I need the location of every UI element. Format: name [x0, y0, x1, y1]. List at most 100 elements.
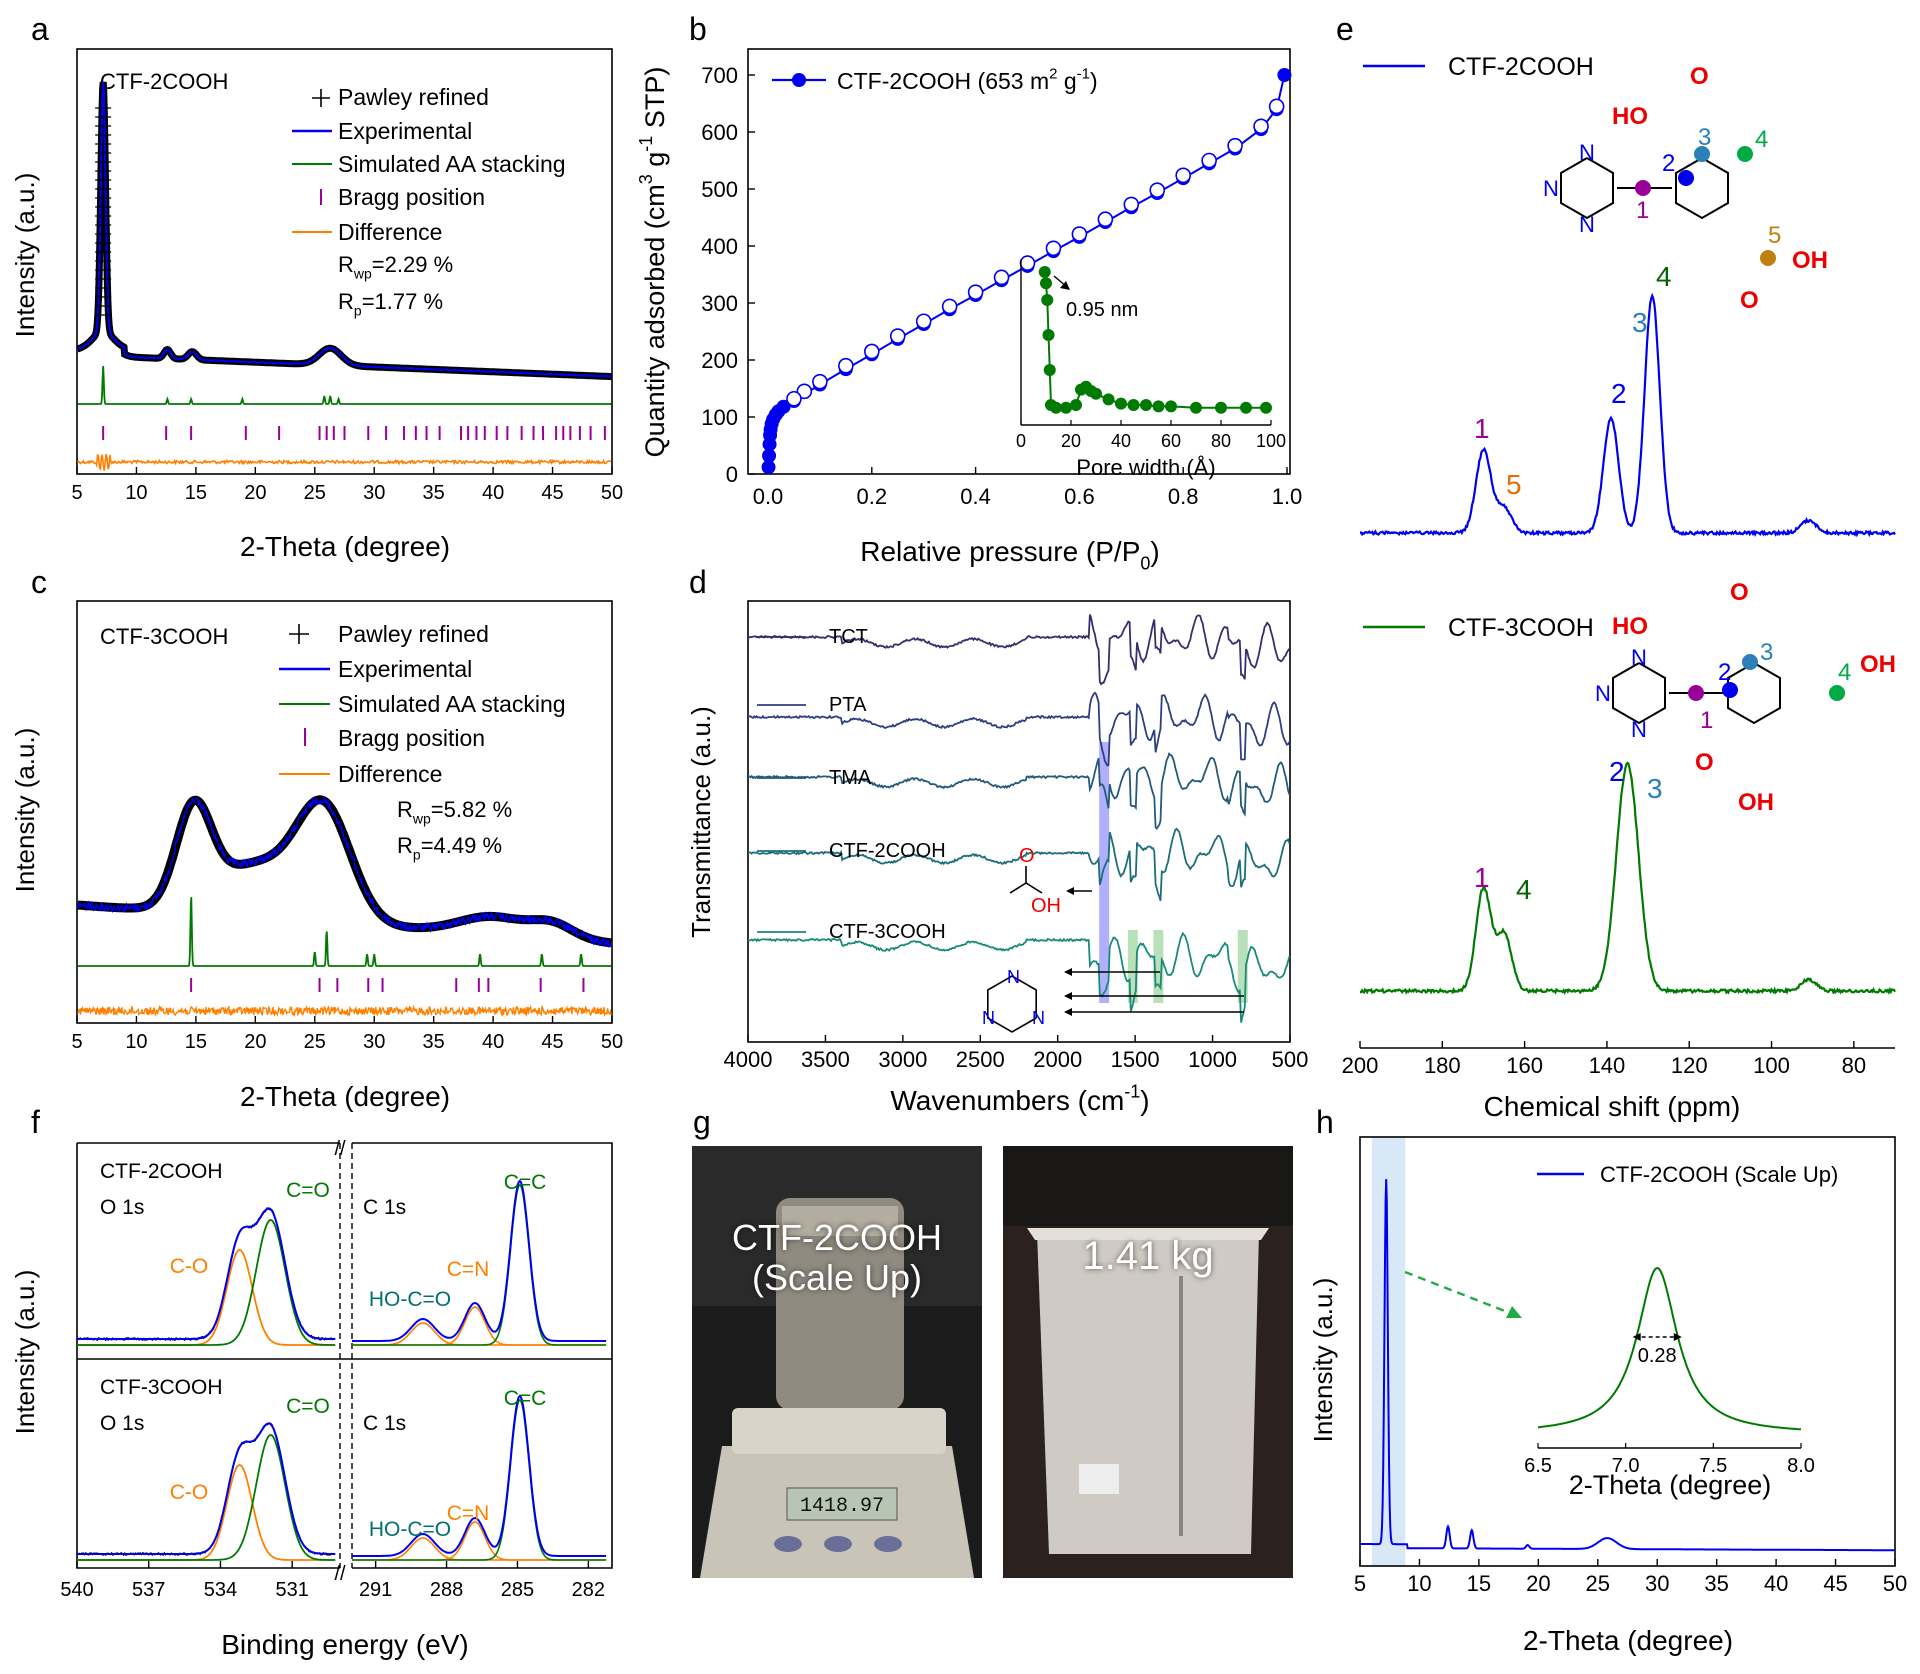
- label-part: STP): [640, 67, 670, 136]
- annotation-arrowhead-d: [1064, 992, 1072, 1000]
- photo-scale-up-balance: 1418.97 CTF-2COOH (Scale Up): [692, 1146, 982, 1578]
- caption-line-2: (Scale Up): [751, 1257, 923, 1298]
- annotation-arrowhead-b: [1060, 281, 1070, 290]
- plot-frame-c: [76, 600, 613, 1024]
- x-tick-label-f: 537: [132, 1579, 165, 1601]
- inset-tick-label-h: 7.0: [1612, 1455, 1640, 1477]
- adsorption-point: [761, 460, 776, 475]
- balance-pan: [732, 1408, 946, 1454]
- label-part: =4.49 %: [421, 833, 502, 858]
- label-part: -1: [1124, 1081, 1140, 1101]
- beaker-label: [1079, 1464, 1119, 1494]
- cooh-oh-label: OH: [1031, 895, 1061, 917]
- x-tick-label-d: 3000: [878, 1047, 927, 1072]
- x-tick-label-e: 160: [1506, 1053, 1543, 1078]
- x-tick-label-c: 5: [71, 1031, 82, 1053]
- y-axis-label-d: Transmittance (a.u.): [686, 706, 716, 938]
- atom-n: N: [1631, 645, 1647, 670]
- difference-curve-c: [77, 1004, 612, 1018]
- series-label-d: CTF-3COOH: [829, 921, 946, 943]
- x-axis-label-e: Chemical shift (ppm): [1484, 1091, 1741, 1122]
- atom-label: O: [1695, 749, 1714, 776]
- desorption-point: [1201, 152, 1217, 169]
- fwhm-arrowhead-h: [1673, 1333, 1682, 1341]
- panel-label-f: f: [31, 1104, 40, 1140]
- component-label-f: C=N: [447, 1502, 490, 1525]
- pore-size-point: [1115, 397, 1127, 410]
- y-tick-label-b: 600: [701, 120, 738, 145]
- y-tick-label-b: 200: [701, 348, 738, 373]
- inset-x-label-b: Pore width (Å): [1076, 455, 1215, 480]
- x-tick-label-e: 80: [1842, 1053, 1866, 1078]
- legend-label-c: Bragg position: [338, 725, 485, 751]
- carbon-number: 4: [1838, 659, 1851, 686]
- x-tick-label-h: 35: [1704, 1571, 1728, 1596]
- label-part: g: [1057, 68, 1076, 94]
- x-tick-label-h: 25: [1586, 1571, 1610, 1596]
- adsorption-point: [1277, 68, 1292, 82]
- y-axis-label-c: Intensity (a.u.): [10, 728, 40, 893]
- carbon-marker: [1694, 146, 1710, 162]
- peak-label-e: 4: [1516, 874, 1532, 905]
- component-label-f: C=O: [286, 1395, 330, 1418]
- zoom-arrow-h: [1404, 1270, 1516, 1317]
- desorption-point: [1175, 167, 1191, 184]
- x-tick-label-a: 40: [482, 482, 504, 504]
- pore-size-point: [1090, 387, 1102, 400]
- peak-label-e: 2: [1609, 756, 1625, 787]
- cooh-o-label: O: [1019, 845, 1035, 867]
- desorption-point: [915, 313, 932, 330]
- plot-frame-d: [747, 600, 1291, 1043]
- x-tick-label-f: 288: [430, 1579, 463, 1601]
- x-tick-label-a: 15: [185, 482, 207, 504]
- x-tick-label-a: 10: [125, 482, 147, 504]
- legend-label-c: Pawley refined: [338, 621, 489, 647]
- atom-n: N: [1631, 717, 1647, 742]
- label-part: -1: [1077, 66, 1090, 83]
- component-label-f: HO-C=O: [369, 1288, 451, 1311]
- desorption-point: [838, 357, 854, 374]
- y-axis-label-h: Intensity (a.u.): [1308, 1278, 1338, 1443]
- x-tick-label-b: 0.4: [960, 484, 991, 509]
- y-tick-label-b: 0: [726, 462, 738, 487]
- legend-label-a: Simulated AA stacking: [338, 151, 566, 177]
- label-part: =5.82 %: [431, 797, 512, 822]
- inset-tick-label-h: 7.5: [1699, 1455, 1727, 1477]
- beaker-rim: [1027, 1228, 1269, 1240]
- carbon-number: 3: [1760, 639, 1773, 666]
- carbon-marker: [1760, 250, 1776, 266]
- pore-size-point: [1140, 399, 1152, 411]
- y-tick-label-b: 500: [701, 177, 738, 202]
- c1s-fit: [352, 1394, 607, 1557]
- caption-line-1: CTF-2COOH: [732, 1217, 942, 1258]
- x-axis-label-f: Binding energy (eV): [221, 1629, 468, 1660]
- jar: [776, 1198, 904, 1410]
- benzene-ring: [1675, 157, 1729, 220]
- x-tick-label-a: 20: [244, 482, 266, 504]
- desorption-point: [1019, 255, 1036, 271]
- y-tick-label-b: 100: [701, 405, 738, 430]
- atom-label: O: [1740, 287, 1759, 314]
- legend-label-c: Simulated AA stacking: [338, 691, 566, 717]
- desorption-point: [967, 284, 984, 300]
- atom-label: OH: [1792, 247, 1828, 274]
- label-part: Wavenumbers (cm: [890, 1085, 1124, 1116]
- x-tick-label-a: 45: [541, 482, 563, 504]
- desorption-point: [941, 298, 958, 315]
- pore-size-point: [1070, 399, 1082, 411]
- pore-size-point: [1190, 401, 1202, 414]
- benzene-ring: [1727, 662, 1781, 725]
- carbon-number: 1: [1700, 707, 1713, 734]
- desorption-point: [1149, 182, 1166, 198]
- legend-label-c: Difference: [338, 761, 442, 787]
- label-part: ): [1140, 1085, 1149, 1116]
- x-tick-label-a: 30: [363, 482, 385, 504]
- highlight-band: [1153, 930, 1164, 1003]
- x-axis-label-d: Wavenumbers (cm-1): [890, 1081, 1149, 1116]
- atom-n: N: [1595, 681, 1611, 706]
- c1s-c-c-component: [352, 1183, 607, 1346]
- cooh-bond: [1009, 882, 1027, 894]
- legend-marker-b: [792, 73, 806, 87]
- peak-label-e: 1: [1474, 413, 1490, 444]
- triazine-n: N: [982, 1008, 995, 1028]
